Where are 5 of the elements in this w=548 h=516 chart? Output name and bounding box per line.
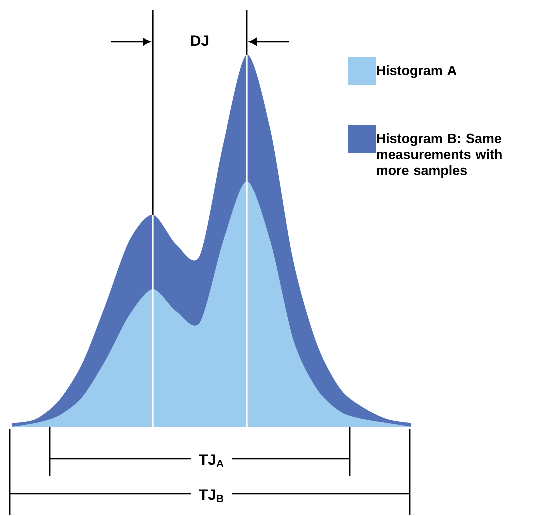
text: DJ [191, 36, 209, 46]
legend-label: Histogram A [377, 66, 457, 78]
text: TJ$_{A}$ [199, 454, 224, 468]
legend-label: Histogram B: Same measurements with more samples [377, 134, 502, 178]
text: TJ$_{B}$ [199, 490, 224, 502]
